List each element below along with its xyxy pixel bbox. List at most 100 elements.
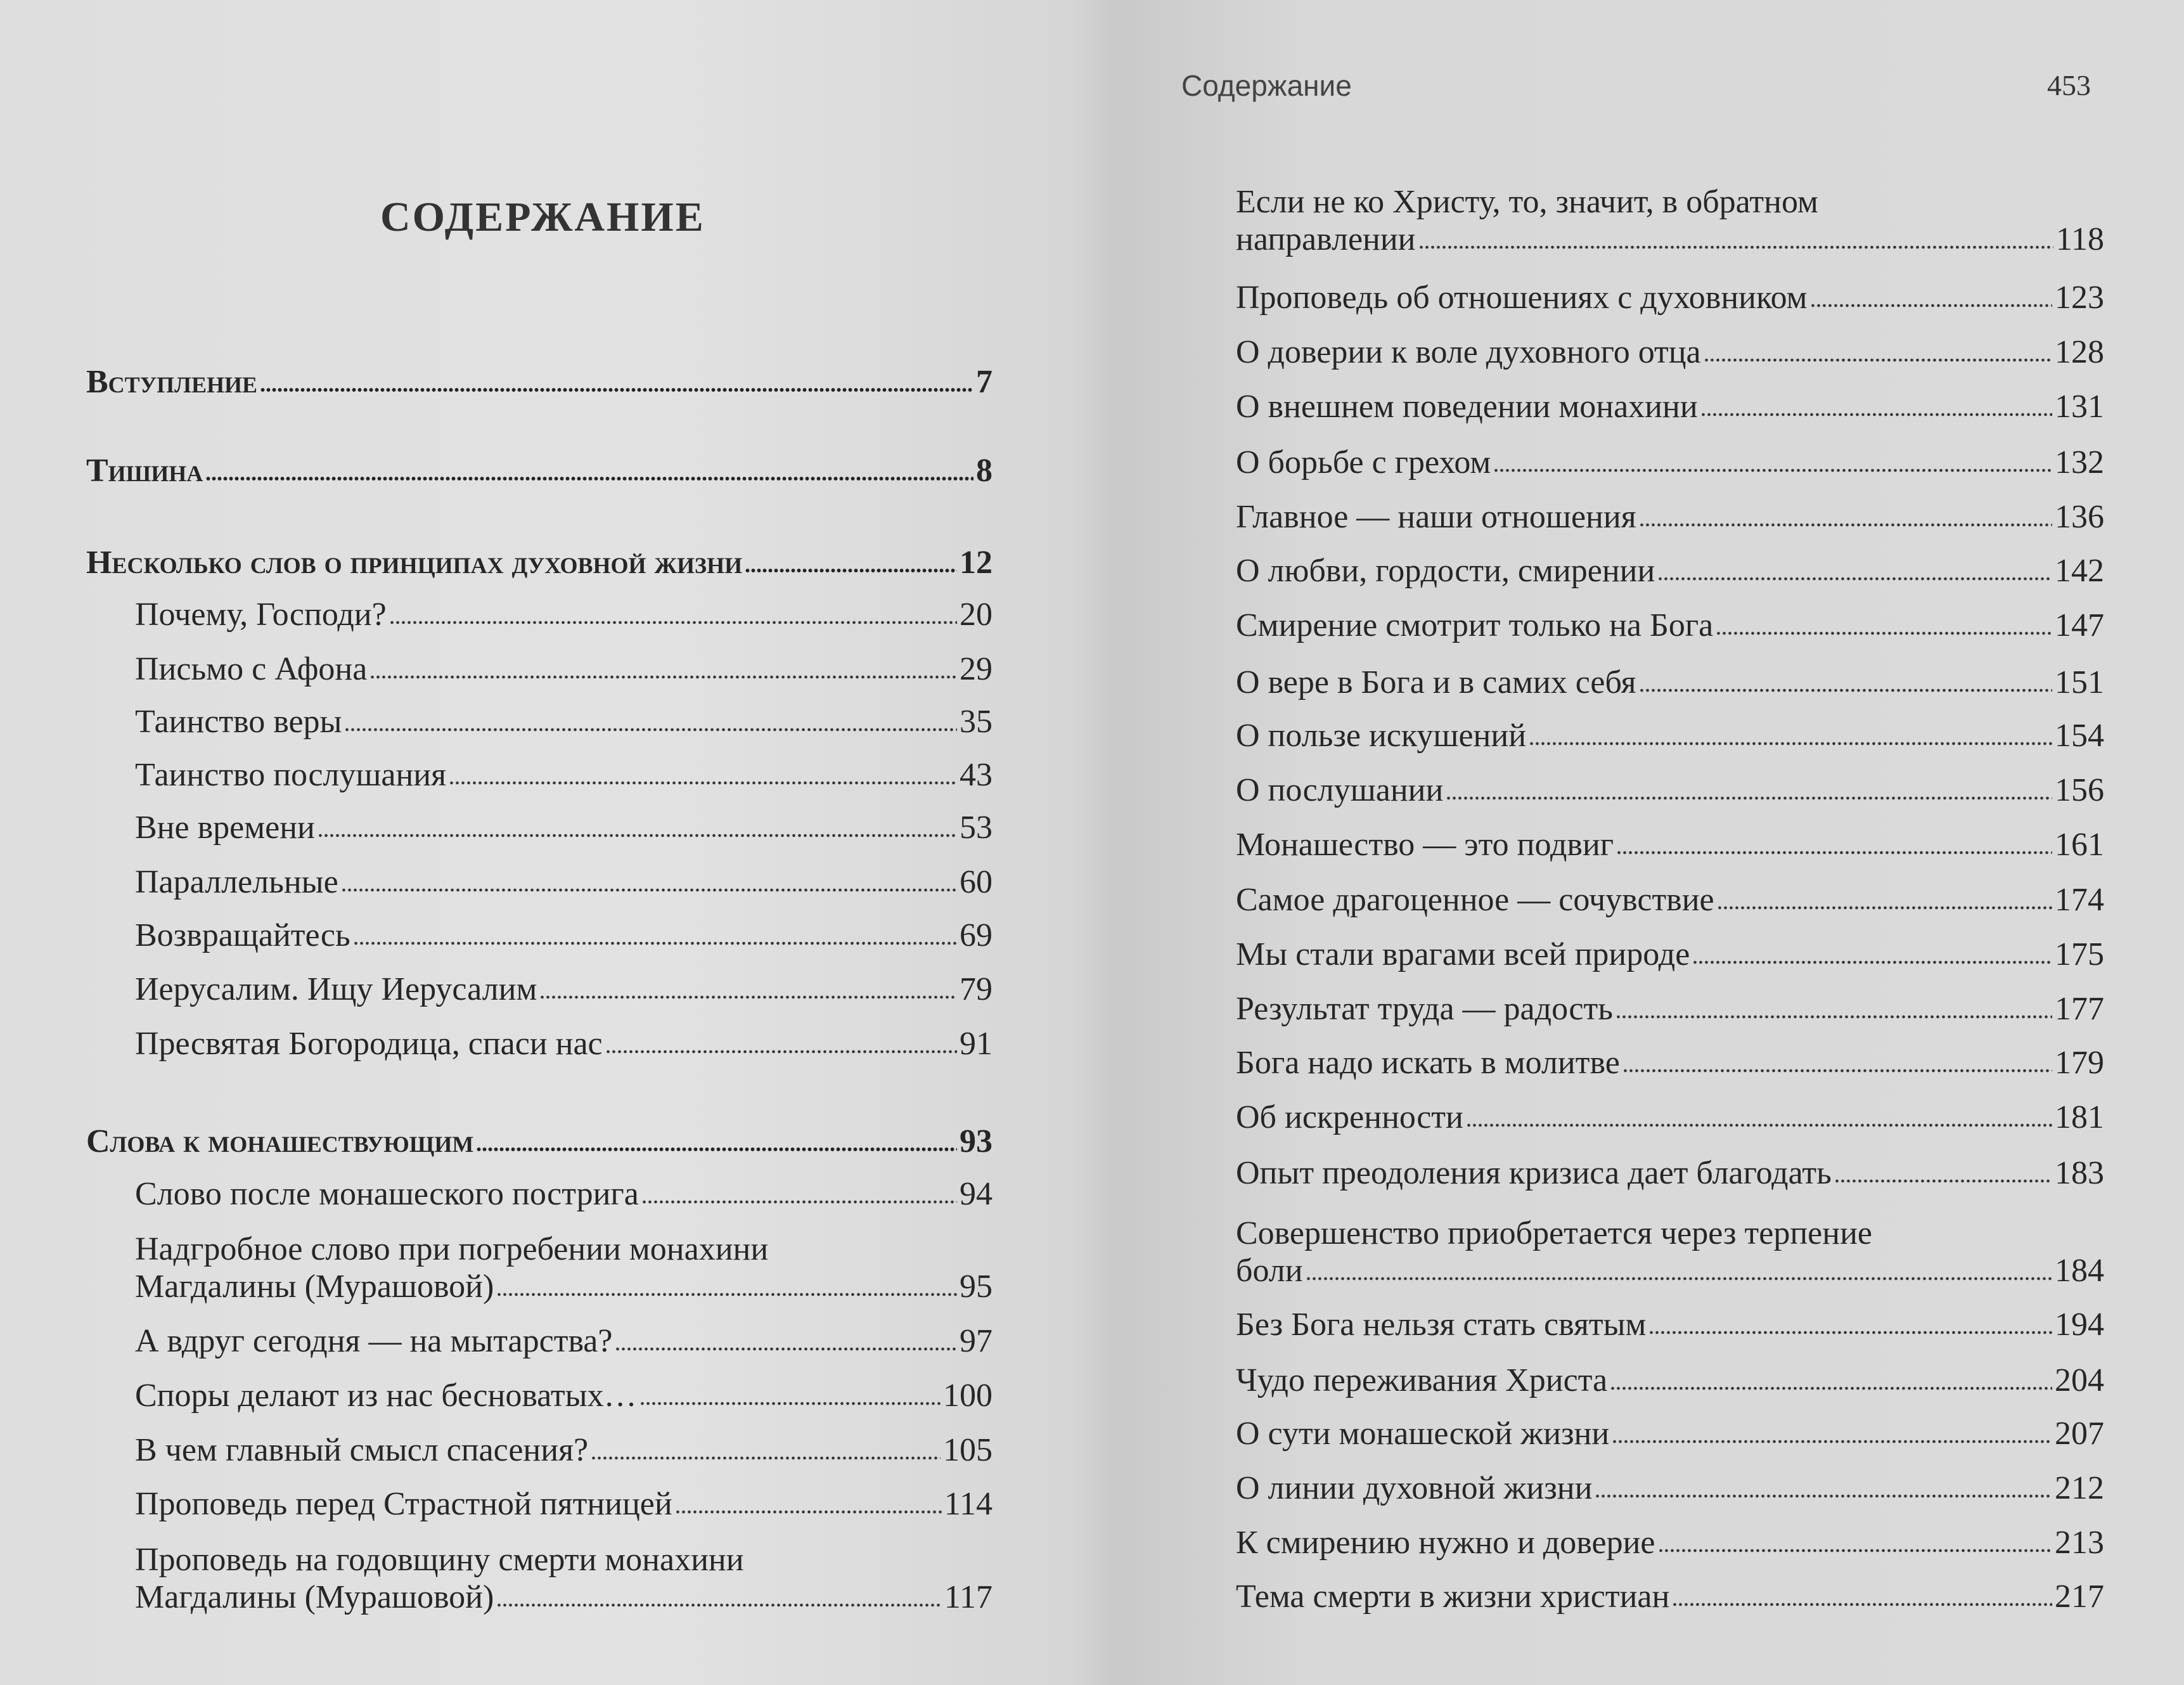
leader-dots [449,779,957,785]
toc-entry-line: Об искренности 181 [1236,1099,2104,1136]
toc-page-number: 29 [960,651,992,687]
toc-page-number: 105 [943,1432,992,1468]
toc-entry: Проповедь об отношениях с духовником 123 [1236,279,2104,316]
leader-dots [1716,904,2052,910]
toc-page-number: 53 [960,810,992,846]
leader-dots [1622,1067,2052,1073]
toc-entry: Чудо переживания Христа 204 [1236,1362,2104,1399]
leader-dots [605,1048,957,1054]
toc-entry-title: Чудо переживания Христа [1236,1362,1608,1398]
toc-entry-title: Совершенство приобретается через терпени… [1236,1215,1872,1251]
toc-entry: Бога надо искать в молитве 179 [1236,1044,2104,1081]
toc-entry-line: О пользе искушений 154 [1236,717,2104,754]
toc-entry: О послушании 156 [1236,771,2104,809]
toc-entry-line: Почему, Господи? 20 [135,596,992,633]
leader-dots [369,673,957,680]
toc-entry-title: Если не ко Христу, то, значит, в обратно… [1236,184,1818,220]
toc-page-number: 94 [960,1176,992,1212]
right-page: Содержание 453 Если не ко Христу, то, зн… [1115,0,2184,1685]
toc-page-number: 131 [2055,389,2104,425]
leader-dots [1692,959,2052,965]
left-page: СОДЕРЖАНИЕ Вступление 7 Тишина 8 Несколько с… [0,0,1077,1685]
toc-page-number: 8 [976,453,992,489]
toc-entry-title: О сути монашеской жизни [1236,1416,1610,1452]
toc-entry-line: Магдалины (Мурашовой) 95 [135,1268,992,1305]
toc-entry: Если не ко Христу, то, значит, в обратно… [1236,183,2104,258]
toc-entry: Пресвятая Богородица, спаси нас 91 [135,1025,992,1062]
toc-entry-line: Проповедь об отношениях с духовником 123 [1236,279,2104,316]
toc-entry-title: Надгробное слово при погребении монахини [135,1231,769,1267]
toc-entry-line: Проповедь перед Страстной пятницей 114 [135,1485,992,1523]
toc-entry-line: О линии духовной жизни 212 [1236,1469,2104,1507]
toc-entry-title: боли [1236,1253,1303,1289]
toc-page-number: 213 [2055,1525,2104,1561]
leader-dots [1529,740,2052,746]
leader-dots [674,1508,942,1514]
toc-page-number: 117 [944,1579,992,1615]
toc-entry-line: Магдалины (Мурашовой) 117 [135,1578,992,1616]
toc-entry-title: Главное — наши отношения [1236,499,1636,535]
toc-entry-line: Пресвятая Богородица, спаси нас 91 [135,1025,992,1062]
toc-entry: Мы стали врагами всей природе 175 [1236,936,2104,973]
toc-section-entry: Вступление 7 [86,363,992,401]
leader-dots [1610,1385,2052,1391]
toc-entry: А вдруг сегодня — на мытарства? 97 [135,1322,992,1360]
toc-entry-line: Если не ко Христу, то, значит, в обратно… [1236,183,2104,221]
toc-entry-line: Надгробное слово при погребении монахини [135,1230,992,1268]
toc-entry-title: Слова к монашествующим [86,1123,474,1159]
toc-entry-line: О послушании 156 [1236,771,2104,809]
toc-entry-line: О внешнем поведении монахини 131 [1236,388,2104,425]
toc-entry-line: Споры делают из нас бесноватых… 100 [135,1377,992,1414]
toc-entry-title: О борьбе с грехом [1236,444,1491,481]
toc-entry-title: Магдалины (Мурашовой) [135,1269,494,1305]
toc-entry-title: Слово после монашеского пострига [135,1176,639,1212]
toc-entry-line: Результат труда — радость 177 [1236,990,2104,1028]
toc-page-number: 154 [2055,718,2104,754]
leader-dots [1716,629,2052,636]
toc-entry-line: Мы стали врагами всей природе 175 [1236,936,2104,973]
leader-dots [1809,302,2052,308]
toc-entry-line: боли 184 [1236,1252,2104,1289]
toc-page-number: 204 [2055,1362,2104,1398]
toc-page-number: 181 [2055,1099,2104,1135]
toc-entry-title: Пресвятая Богородица, спаси нас [135,1026,603,1062]
toc-entry-line: О доверии к воле духовного отца 128 [1236,333,2104,371]
toc-entry-line: Без Бога нельзя стать святым 194 [1236,1306,2104,1343]
leader-dots [389,619,957,625]
toc-entry-line: Вне времени 53 [135,809,992,846]
toc-section-entry: Слова к монашествующим 93 [86,1123,992,1160]
toc-entry-line: Таинство послушания 43 [135,756,992,794]
toc-entry: О сути монашеской жизни 207 [1236,1415,2104,1452]
toc-entry: Таинство веры 35 [135,703,992,740]
toc-entry-title: Монашество — это подвиг [1236,827,1614,863]
toc-page-number: 69 [960,917,992,953]
toc-entry-line: О любви, гордости, смирении 142 [1236,552,2104,590]
toc-entry-line: Слово после монашеского пострига 94 [135,1175,992,1213]
leader-dots [539,993,957,1000]
toc-page-number: 207 [2055,1416,2104,1452]
running-head: Содержание [1181,69,1352,102]
toc-entry-line: Главное — наши отношения 136 [1236,498,2104,536]
toc-entry-line: Тема смерти в жизни христиан 217 [1236,1578,2104,1615]
toc-entry: О вере в Бога и в самих себя 151 [1236,664,2104,701]
toc-entry-title: Споры делают из нас бесноватых… [135,1378,637,1414]
toc-entry-title: Тема смерти в жизни христиан [1236,1578,1670,1615]
toc-title: СОДЕРЖАНИЕ [380,194,705,240]
toc-entry-title: А вдруг сегодня — на мытарства? [135,1323,613,1359]
toc-entry-title: В чем главный смысл спасения? [135,1432,589,1468]
toc-entry-line: Совершенство приобретается через терпени… [1236,1215,2104,1252]
toc-page-number: 7 [976,364,992,400]
toc-entry-title: Иерусалим. Ищу Иерусалим [135,971,537,1007]
toc-page-number: 12 [960,545,992,581]
toc-entry-line: Иерусалим. Ищу Иерусалим 79 [135,971,992,1008]
toc-page-number: 161 [2055,827,2104,863]
toc-page-number: 175 [2055,936,2104,972]
toc-entry-line: О борьбе с грехом 132 [1236,444,2104,481]
toc-entry-line: Проповедь на годовщину смерти монахини [135,1541,992,1578]
leader-dots [476,1146,957,1152]
toc-entry-title: Проповедь об отношениях с духовником [1236,280,1808,316]
toc-entry: Главное — наши отношения 136 [1236,498,2104,536]
toc-page-number: 147 [2055,607,2104,643]
toc-entry: Без Бога нельзя стать святым 194 [1236,1306,2104,1343]
leader-dots [1672,1601,2052,1607]
